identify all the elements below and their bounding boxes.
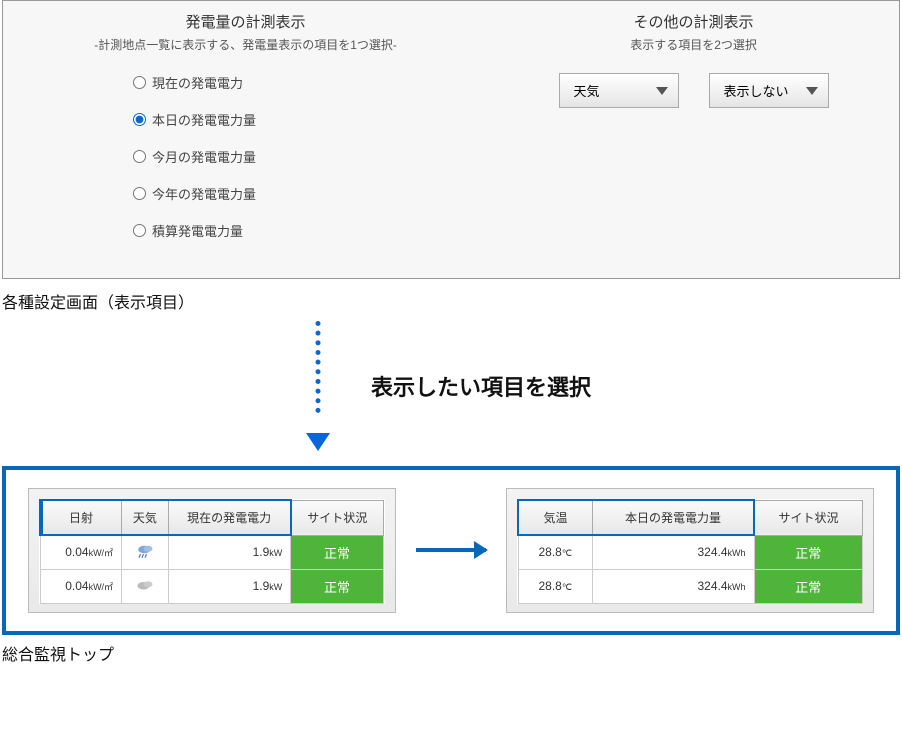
col-header: サイト状況 [291, 500, 383, 535]
table-row: 28.8℃324.4kWh正常 [518, 535, 863, 569]
weather-icon [122, 535, 169, 569]
cell-power: 1.9kW [168, 569, 291, 603]
col-header: 現在の発電電力 [168, 500, 291, 535]
status-badge: 正常 [754, 569, 862, 603]
col-header: 天気 [122, 500, 169, 535]
radio-label: 今年の発電電力量 [152, 184, 256, 203]
radio-option-4[interactable]: 積算発電電力量 [133, 221, 468, 240]
radio-input-1[interactable] [133, 113, 146, 126]
chevron-down-icon [656, 87, 668, 95]
table-right: 気温本日の発電電力量サイト状況28.8℃324.4kWh正常28.8℃324.4… [506, 488, 874, 613]
other-display-section: その他の計測表示 表示する項目を2つ選択 天気 表示しない [508, 11, 879, 258]
right-arrow-icon [416, 548, 486, 552]
dropdown-row: 天気 表示しない [508, 73, 879, 108]
cell-temp: 28.8℃ [518, 569, 592, 603]
radio-input-2[interactable] [133, 150, 146, 163]
col-header: 気温 [518, 500, 592, 535]
radio-label: 本日の発電電力量 [152, 110, 256, 129]
radio-label: 現在の発電電力 [152, 73, 243, 92]
section-sub-right: 表示する項目を2つ選択 [508, 36, 879, 53]
radio-input-4[interactable] [133, 224, 146, 237]
settings-panel: 発電量の計測表示 -計測地点一覧に表示する、発電量表示の項目を1つ選択- 現在の… [2, 0, 900, 279]
radio-label: 今月の発電電力量 [152, 147, 256, 166]
status-badge: 正常 [291, 569, 383, 603]
arrow-block: 表示したい項目を選択 [0, 321, 902, 456]
col-header: サイト状況 [754, 500, 862, 535]
monitor-caption: 総合監視トップ [2, 641, 900, 665]
power-display-section: 発電量の計測表示 -計測地点一覧に表示する、発電量表示の項目を1つ選択- 現在の… [23, 11, 468, 258]
radio-label: 積算発電電力量 [152, 221, 243, 240]
section-title-right: その他の計測表示 [508, 11, 879, 32]
radio-option-3[interactable]: 今年の発電電力量 [133, 184, 468, 203]
monitor-preview: 日射天気現在の発電電力サイト状況0.04kW/㎡1.9kW正常0.04kW/㎡1… [2, 466, 900, 635]
status-badge: 正常 [291, 535, 383, 569]
cell-irradiance: 0.04kW/㎡ [40, 569, 122, 603]
table-left: 日射天気現在の発電電力サイト状況 0.04kW/㎡ 1.9kW正常 0.04kW/㎡ 1… [28, 488, 396, 613]
col-header: 日射 [40, 500, 122, 535]
dropdown-1[interactable]: 表示しない [709, 73, 829, 108]
radio-option-2[interactable]: 今月の発電電力量 [133, 147, 468, 166]
settings-caption: 各種設定画面（表示項目） [2, 289, 900, 313]
table-row: 0.04kW/㎡ 1.9kW正常 [40, 535, 385, 569]
col-header: 本日の発電電力量 [592, 500, 754, 535]
cell-temp: 28.8℃ [518, 535, 592, 569]
down-arrow-icon [311, 321, 325, 451]
weather-icon [122, 569, 169, 603]
status-badge: 正常 [754, 535, 862, 569]
radio-input-0[interactable] [133, 76, 146, 89]
radio-option-0[interactable]: 現在の発電電力 [133, 73, 468, 92]
cell-energy: 324.4kWh [592, 535, 754, 569]
chevron-down-icon [806, 87, 818, 95]
table-row: 0.04kW/㎡ 1.9kW正常 [40, 569, 385, 603]
radio-option-1[interactable]: 本日の発電電力量 [133, 110, 468, 129]
cell-power: 1.9kW [168, 535, 291, 569]
radio-group: 現在の発電電力本日の発電電力量今月の発電電力量今年の発電電力量積算発電電力量 [23, 73, 468, 240]
dropdown-0[interactable]: 天気 [559, 73, 679, 108]
cell-irradiance: 0.04kW/㎡ [40, 535, 122, 569]
dropdown-value: 表示しない [724, 81, 789, 100]
instruction-text: 表示したい項目を選択 [371, 370, 591, 402]
table-row: 28.8℃324.4kWh正常 [518, 569, 863, 603]
cell-energy: 324.4kWh [592, 569, 754, 603]
section-sub-left: -計測地点一覧に表示する、発電量表示の項目を1つ選択- [23, 36, 468, 53]
radio-input-3[interactable] [133, 187, 146, 200]
section-title-left: 発電量の計測表示 [23, 11, 468, 32]
dropdown-value: 天気 [574, 81, 600, 100]
